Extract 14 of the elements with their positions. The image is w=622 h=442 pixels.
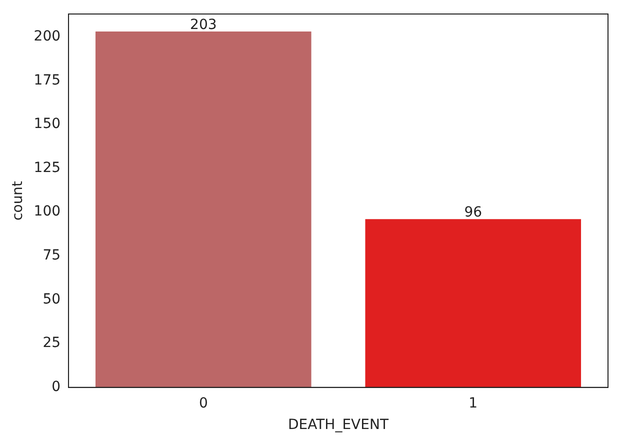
y-tick-label: 175: [34, 72, 61, 88]
x-tick-label: 1: [468, 395, 478, 412]
y-tick-label: 100: [34, 204, 61, 220]
y-axis-title: count: [10, 180, 26, 220]
y-tick-label: 0: [52, 379, 61, 396]
y-tick-label: 25: [42, 335, 61, 352]
data-label: 96: [464, 204, 482, 221]
data-label: 203: [190, 17, 217, 34]
y-tick-label: 150: [34, 116, 61, 132]
x-axis-title: DEATH_EVENT: [288, 417, 389, 434]
y-tick-label: 200: [34, 28, 61, 44]
y-tick-label: 75: [42, 248, 61, 264]
y-tick-label: 50: [42, 291, 61, 308]
y-tick-label: 125: [34, 160, 61, 176]
